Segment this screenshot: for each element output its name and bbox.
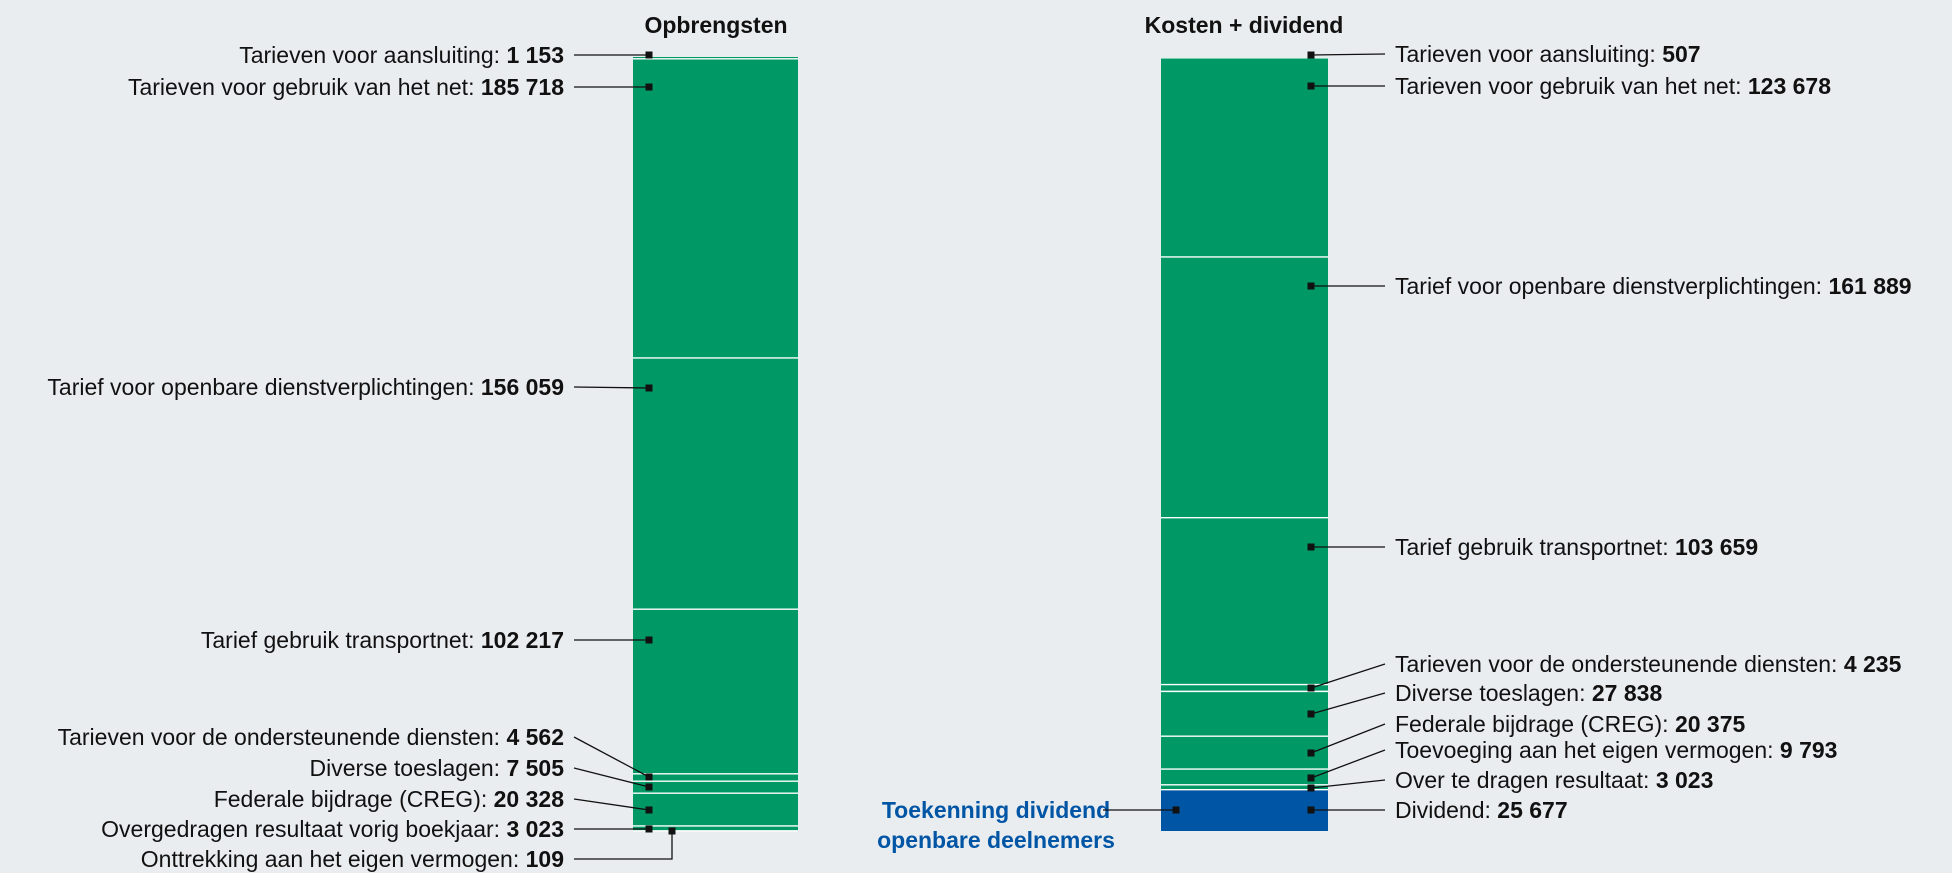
segment-label-0-2: Tarief voor openbare dienstverplichtinge… [47,374,564,400]
segment-1-2 [1161,256,1328,518]
segment-label-0-1: Tarieven voor gebruik van het net: 185 7… [128,74,564,100]
segment-label-1-6: Federale bijdrage (CREG): 20 375 [1395,711,1746,737]
segment-label-1-4: Tarieven voor de ondersteunende diensten… [1395,651,1902,677]
leader-dot-1-2 [1307,282,1315,290]
segment-label-1-8: Over te dragen resultaat: 3 023 [1395,767,1713,793]
leader-dot-1-9 [1307,806,1315,814]
leader-dot-0-7 [645,825,653,833]
segment-label-1-7: Toevoeging aan het eigen vermogen: 9 793 [1395,737,1837,763]
leader-dot-1-8 [1307,784,1315,792]
leader-dot-0-1 [645,83,653,91]
leader-dot-0-3 [645,636,653,644]
leader-line-0-5 [573,767,650,788]
leader-line-1-4 [1310,663,1386,689]
bar-title-1: Kosten + dividend [1145,12,1344,38]
segment-1-1 [1161,57,1328,257]
segment-label-0-4: Tarieven voor de ondersteunende diensten… [58,724,564,750]
segment-label-0-8: Onttrekking aan het eigen vermogen: 109 [141,846,564,872]
segment-label-1-9: Dividend: 25 677 [1395,797,1568,823]
segment-1-5 [1161,691,1328,737]
segment-0-1 [633,58,798,358]
leader-dot-1-3 [1307,543,1315,551]
leader-dot-1-0 [1307,51,1315,59]
bar-title-0: Opbrengsten [644,12,787,38]
segment-1-6 [1161,736,1328,770]
segment-label-0-5: Diverse toeslagen: 7 505 [310,755,565,781]
segment-1-3 [1161,517,1328,685]
leader-line-1-5 [1310,692,1386,715]
segment-1-7 [1161,769,1328,785]
segment-label-0-6: Federale bijdrage (CREG): 20 328 [214,786,565,812]
leader-dot-1-7 [1307,774,1315,782]
segment-0-4 [633,773,798,782]
segment-label-1-5: Diverse toeslagen: 27 838 [1395,680,1662,706]
annotation-line2: openbare deelnemers [877,827,1115,853]
segment-label-1-0: Tarieven voor aansluiting: 507 [1395,41,1701,67]
leader-line-1-7 [1310,749,1386,779]
segment-label-1-2: Tarief voor openbare dienstverplichtinge… [1395,273,1912,299]
leader-line-1-0 [1310,53,1386,56]
segment-0-7 [633,825,798,831]
leader-dot-1-5 [1307,710,1315,718]
annotation-line1: Toekenning dividend [882,797,1110,823]
leader-dot-0-6 [645,806,653,814]
segment-label-0-7: Overgedragen resultaat vorig boekjaar: 3… [101,816,564,842]
segment-0-0 [633,57,798,59]
segment-1-9 [1161,789,1328,831]
segment-1-8 [1161,784,1328,790]
leader-dot-0-0 [645,51,653,59]
leader-dot-0-5 [645,783,653,791]
leader-line-0-8 [574,831,673,860]
segment-label-1-1: Tarieven voor gebruik van het net: 123 6… [1395,73,1831,99]
annotation-dot [1172,806,1180,814]
segment-0-3 [633,609,798,774]
leader-line-0-4 [573,736,650,778]
segment-0-2 [633,357,798,610]
leader-dot-1-1 [1307,82,1315,90]
leader-dot-0-8 [668,827,676,835]
leader-line-0-6 [573,798,650,811]
leader-dot-0-4 [645,773,653,781]
segment-1-4 [1161,684,1328,692]
leader-dot-0-2 [645,384,653,392]
leader-dot-1-6 [1307,749,1315,757]
segment-label-1-3: Tarief gebruik transportnet: 103 659 [1395,534,1758,560]
leader-line-0-2 [573,386,650,389]
leader-line-1-6 [1310,723,1386,754]
leader-dot-1-4 [1307,684,1315,692]
segment-0-6 [633,793,798,826]
segment-label-0-3: Tarief gebruik transportnet: 102 217 [201,627,564,653]
leader-line-1-8 [1310,779,1386,789]
segment-0-5 [633,781,798,794]
segment-label-0-0: Tarieven voor aansluiting: 1 153 [239,42,564,68]
